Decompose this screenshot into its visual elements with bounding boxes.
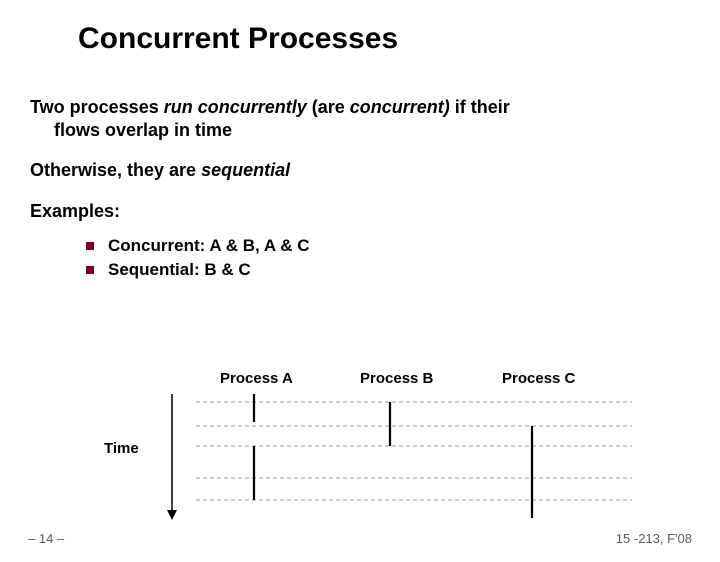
process-c-label: Process C <box>502 370 575 387</box>
process-b-label: Process B <box>360 370 433 387</box>
bullet-icon <box>86 266 94 274</box>
bullet-text: Concurrent: A & B, A & C <box>108 236 309 256</box>
list-item: Sequential: B & C <box>86 260 720 280</box>
paragraph-3: Examples: <box>30 200 720 223</box>
paragraph-1: Two processes run concurrently (are conc… <box>30 96 680 119</box>
bullet-text: Sequential: B & C <box>108 260 251 280</box>
paragraph-2: Otherwise, they are sequential <box>30 159 720 182</box>
time-axis-label: Time <box>104 440 139 457</box>
p1-em2: concurrent) <box>350 97 450 117</box>
list-item: Concurrent: A & B, A & C <box>86 236 720 256</box>
course-footer: 15 -213, F'08 <box>616 531 692 546</box>
paragraph-1-cont: flows overlap in time <box>54 119 720 142</box>
p1-mid: (are <box>307 97 350 117</box>
bullet-icon <box>86 242 94 250</box>
p1-a: Two processes <box>30 97 164 117</box>
p1-tail: if their <box>450 97 510 117</box>
p2-em: sequential <box>201 160 290 180</box>
process-a-label: Process A <box>220 370 293 387</box>
slide-title: Concurrent Processes <box>78 22 720 56</box>
slide-number: – 14 – <box>28 531 64 546</box>
p2-a: Otherwise, they are <box>30 160 201 180</box>
p1-em1: run concurrently <box>164 97 307 117</box>
bullet-list: Concurrent: A & B, A & C Sequential: B &… <box>86 236 720 280</box>
